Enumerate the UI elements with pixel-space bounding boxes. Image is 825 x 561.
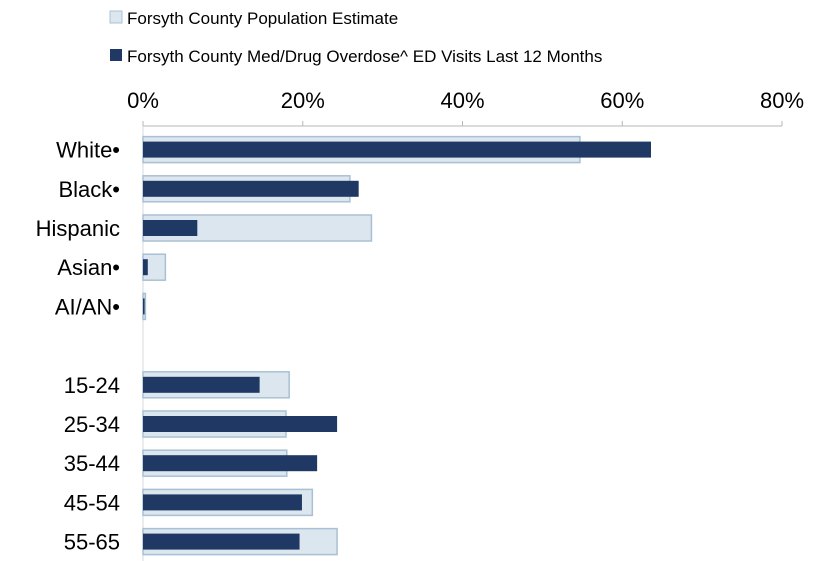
legend-label-population: Forsyth County Population Estimate bbox=[127, 9, 398, 28]
bar-overdose-visits bbox=[143, 298, 145, 315]
x-tick-label: 80% bbox=[760, 88, 804, 113]
category-label: Asian• bbox=[57, 255, 120, 280]
category-label: Hispanic bbox=[36, 216, 120, 241]
x-tick-label: 0% bbox=[127, 88, 159, 113]
legend-label-overdose: Forsyth County Med/Drug Overdose^ ED Vis… bbox=[127, 47, 602, 66]
category-labels: White• Black• Hispanic Asian• AI/AN• 15-24 25-… bbox=[36, 138, 120, 555]
bar-overdose-visits bbox=[143, 494, 302, 511]
legend: Forsyth County Population Estimate Forsy… bbox=[109, 9, 602, 66]
category-label: 25-34 bbox=[64, 412, 120, 437]
category-label: 35-44 bbox=[64, 451, 120, 476]
x-tick-label: 20% bbox=[281, 88, 325, 113]
legend-swatch-overdose bbox=[110, 49, 122, 61]
category-label: Black• bbox=[59, 177, 121, 202]
bar-overdose-visits bbox=[143, 180, 359, 197]
legend-swatch-population bbox=[109, 10, 123, 24]
bar-overdose-visits bbox=[143, 376, 260, 393]
bar-overdose-visits bbox=[143, 141, 652, 158]
category-label: 15-24 bbox=[64, 373, 120, 398]
bar-overdose-visits bbox=[143, 455, 318, 472]
x-tick-label: 40% bbox=[440, 88, 484, 113]
category-label: White• bbox=[56, 138, 120, 163]
category-label: 55-65 bbox=[64, 530, 120, 555]
bar-overdose-visits bbox=[143, 533, 300, 550]
category-label: 45-54 bbox=[64, 490, 120, 515]
bar-overdose-visits bbox=[143, 416, 338, 432]
bar-overdose-visits bbox=[143, 220, 198, 236]
x-tick-label: 60% bbox=[600, 88, 644, 113]
bar-overdose-visits bbox=[143, 259, 148, 276]
category-label: AI/AN• bbox=[55, 294, 120, 319]
bars bbox=[142, 135, 652, 556]
